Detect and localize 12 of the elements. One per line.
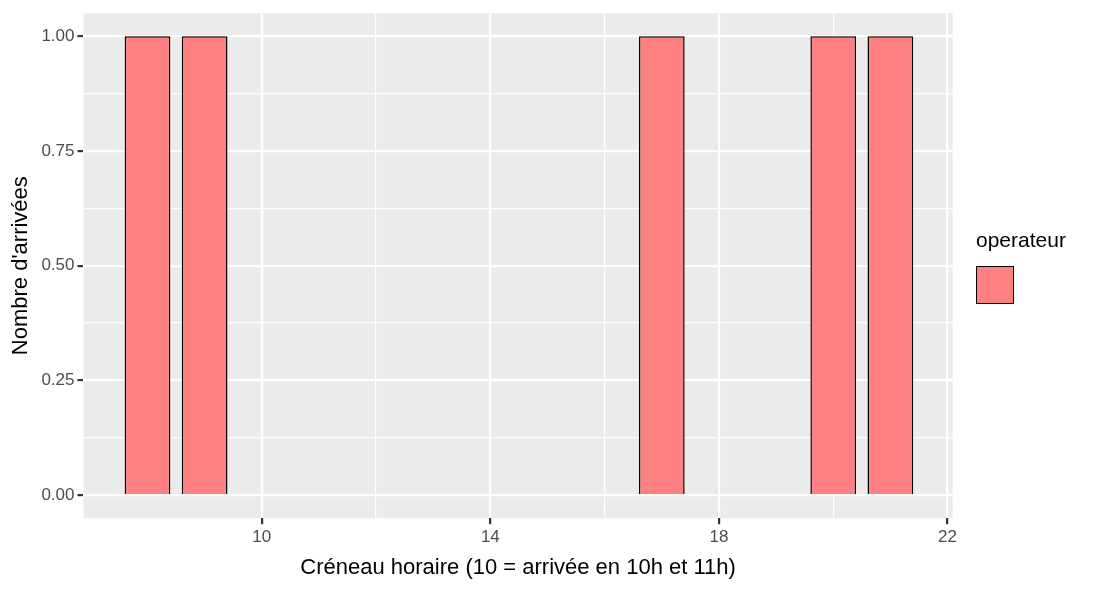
y-tick-label: 0.50: [41, 255, 75, 275]
y-tick-label: 1.00: [41, 25, 75, 45]
x-tick-label: 22: [938, 527, 957, 547]
y-tick-label: 0.00: [41, 484, 75, 504]
y-tick-label: 0.25: [41, 370, 75, 390]
x-tick-label: 14: [480, 527, 500, 547]
y-axis-title: Nombre d'arrivées: [7, 176, 33, 356]
legend-title: operateur: [976, 228, 1066, 252]
y-tick-label: 0.75: [41, 140, 75, 160]
x-axis-title: Créneau horaire (10 = arrivée en 10h et 11h): [300, 553, 736, 579]
x-tick-label: 18: [709, 527, 729, 547]
x-tick-label: 10: [252, 527, 272, 547]
